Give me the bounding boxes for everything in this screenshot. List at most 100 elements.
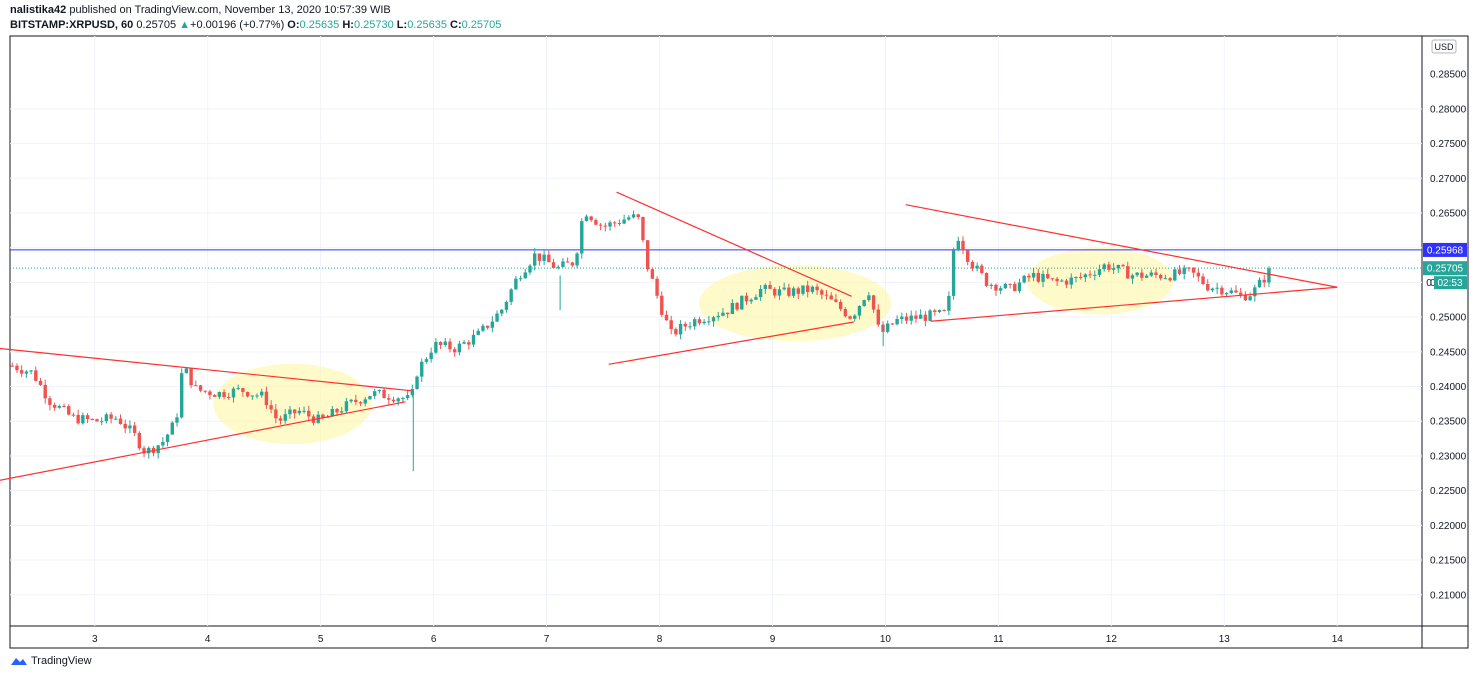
candle-body bbox=[358, 402, 363, 404]
candle bbox=[890, 323, 895, 326]
candle-body bbox=[970, 261, 975, 269]
candle-body bbox=[1243, 294, 1248, 301]
candle-body bbox=[904, 316, 909, 321]
candle-body bbox=[245, 391, 250, 397]
chart-frame bbox=[9, 35, 1469, 649]
candle bbox=[358, 401, 363, 407]
candle-body bbox=[104, 414, 109, 422]
candle-body bbox=[95, 419, 99, 422]
candle-body bbox=[933, 310, 937, 313]
candle-body bbox=[980, 265, 984, 274]
candle-body bbox=[1158, 274, 1163, 279]
candle-body bbox=[71, 414, 76, 416]
candle-body bbox=[67, 406, 71, 415]
candle bbox=[114, 416, 118, 421]
candle-body bbox=[231, 388, 236, 398]
candle bbox=[1182, 264, 1186, 280]
candle bbox=[1060, 278, 1064, 283]
candle-body bbox=[48, 398, 52, 405]
candle bbox=[85, 412, 90, 424]
candle bbox=[754, 294, 758, 300]
candle-body bbox=[523, 272, 527, 279]
candle-body bbox=[467, 342, 471, 345]
candle bbox=[147, 446, 151, 459]
candle-body bbox=[1064, 280, 1069, 285]
candle bbox=[476, 328, 480, 336]
candle bbox=[956, 236, 960, 252]
candle-body bbox=[227, 397, 231, 399]
candle-body bbox=[194, 385, 198, 387]
candle-body bbox=[697, 319, 702, 324]
candle-body bbox=[994, 284, 998, 291]
candle-body bbox=[1140, 272, 1144, 278]
candle-body bbox=[867, 295, 871, 301]
candle-body bbox=[1036, 272, 1041, 282]
y-tick-label: 0.22500 bbox=[1430, 486, 1467, 497]
x-tick-label: 9 bbox=[770, 634, 776, 645]
footer-brand[interactable]: TradingView bbox=[10, 655, 92, 667]
candle-body bbox=[763, 284, 768, 289]
candle-body bbox=[198, 385, 203, 391]
candle-body bbox=[702, 321, 706, 324]
candle-body bbox=[843, 309, 848, 317]
candle bbox=[189, 368, 193, 389]
candle bbox=[1262, 274, 1266, 288]
candle bbox=[608, 220, 612, 231]
candle bbox=[1022, 274, 1026, 284]
candle bbox=[857, 305, 862, 320]
candle bbox=[19, 365, 24, 377]
candle-body bbox=[1078, 277, 1083, 279]
candle bbox=[603, 222, 607, 232]
candle bbox=[62, 403, 66, 408]
candle bbox=[655, 276, 659, 299]
candle-body bbox=[1201, 276, 1205, 285]
candle-body bbox=[1177, 269, 1182, 274]
candle-body bbox=[716, 315, 720, 318]
x-tick-label: 6 bbox=[431, 634, 437, 645]
candle bbox=[71, 412, 76, 417]
candle-body bbox=[796, 288, 800, 294]
candle-body bbox=[820, 290, 824, 295]
candle-body bbox=[758, 288, 763, 298]
candle-body bbox=[175, 417, 179, 423]
candle-body bbox=[1144, 275, 1149, 278]
candle-body bbox=[481, 325, 485, 331]
candle bbox=[862, 299, 866, 307]
candle bbox=[542, 249, 546, 266]
candle bbox=[518, 275, 523, 282]
candle bbox=[820, 288, 824, 300]
candle-body bbox=[1163, 278, 1168, 280]
candle-body bbox=[645, 240, 650, 270]
candle bbox=[1083, 273, 1088, 282]
candle-body bbox=[212, 395, 217, 397]
candle bbox=[184, 367, 189, 374]
candle bbox=[843, 307, 848, 318]
candle bbox=[744, 292, 749, 305]
low-label: L: bbox=[396, 19, 408, 31]
currency-badge-label: USD bbox=[1434, 42, 1454, 52]
candle bbox=[382, 387, 386, 399]
candle bbox=[109, 411, 113, 424]
candle bbox=[123, 419, 127, 434]
candle bbox=[283, 409, 287, 424]
candle bbox=[773, 287, 777, 299]
candle-body bbox=[269, 405, 273, 410]
candle bbox=[980, 263, 984, 275]
candle-body bbox=[1196, 272, 1201, 277]
candle-body bbox=[302, 410, 306, 412]
candle-body bbox=[15, 365, 19, 371]
candle bbox=[1003, 282, 1008, 289]
candles bbox=[10, 210, 1271, 459]
candle bbox=[556, 264, 560, 270]
candle-body bbox=[123, 423, 127, 429]
last-price-label: 0.25705 bbox=[1427, 264, 1464, 275]
candle-body bbox=[975, 265, 979, 269]
candle-body bbox=[1248, 296, 1252, 301]
candle-body bbox=[1027, 275, 1031, 278]
candle-body bbox=[420, 361, 424, 377]
candle bbox=[1069, 273, 1073, 289]
highlight-ellipse bbox=[699, 265, 892, 342]
candle-body bbox=[1093, 274, 1097, 276]
candle bbox=[758, 285, 763, 301]
